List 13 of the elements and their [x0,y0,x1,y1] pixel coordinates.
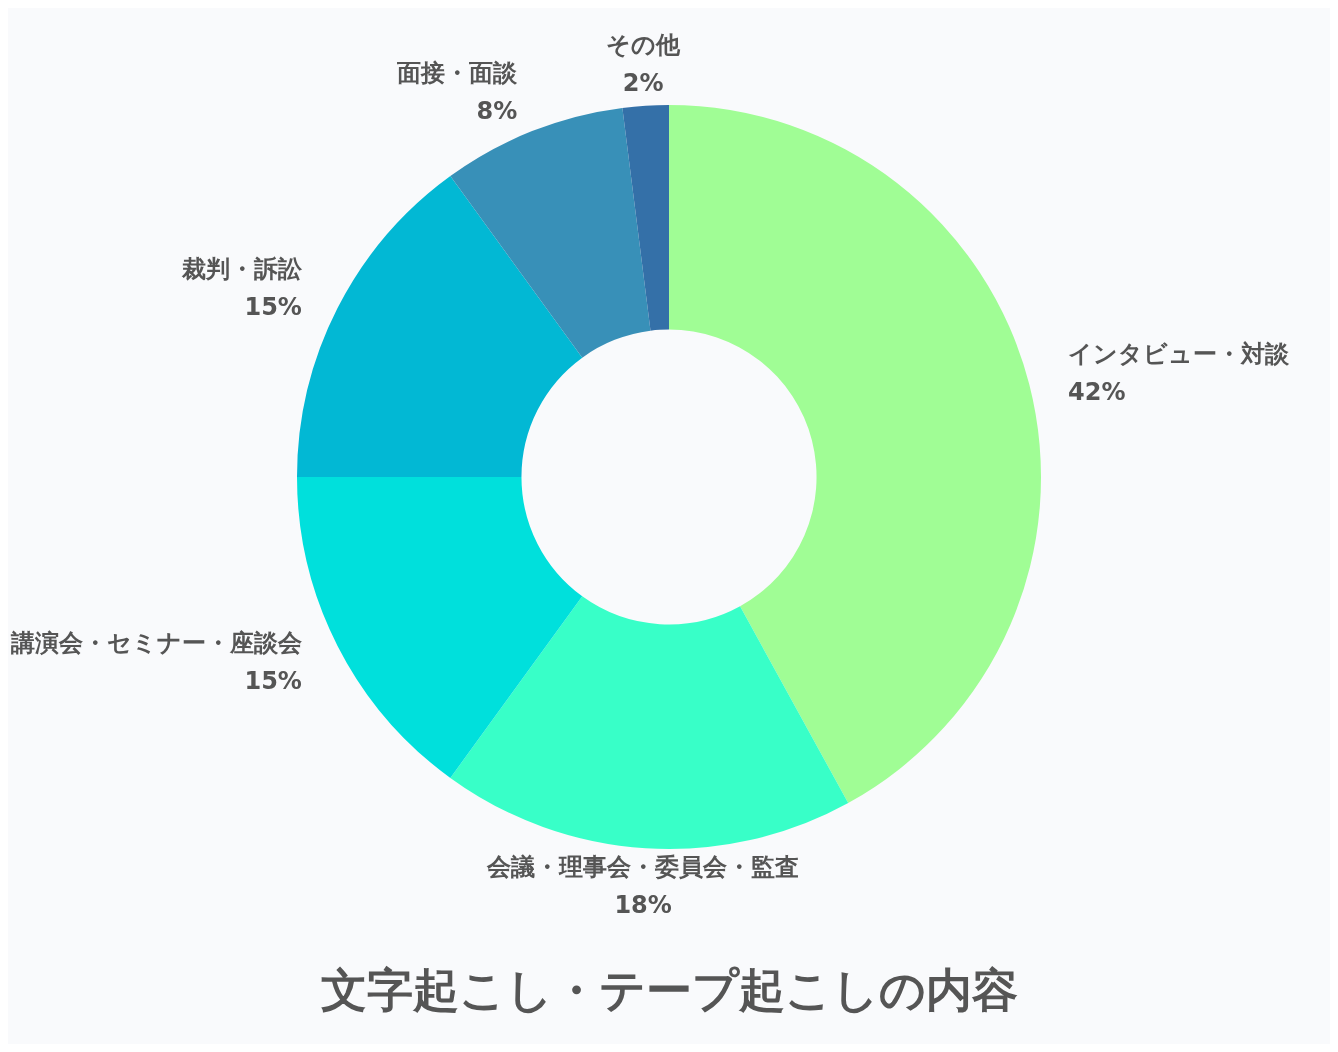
data-label: 42% [1068,377,1126,406]
slice-label: 裁判・訴訟 [180,255,303,284]
slice-label: インタビュー・対談 [1068,339,1291,368]
data-label: 15% [244,667,302,696]
data-label: 15% [244,293,302,322]
data-label: 18% [614,891,672,920]
slice-label: その他 [606,31,682,60]
slice-label: 講演会・セミナー・座談会 [9,629,302,658]
data-label: 2% [622,69,664,98]
data-label: 8% [476,97,518,126]
slice-label: 会議・理事会・委員会・監査 [486,853,800,882]
slice-label: 面接・面談 [396,59,519,88]
text: 文字起こし・テープ起こしの内容 [319,962,1019,1019]
